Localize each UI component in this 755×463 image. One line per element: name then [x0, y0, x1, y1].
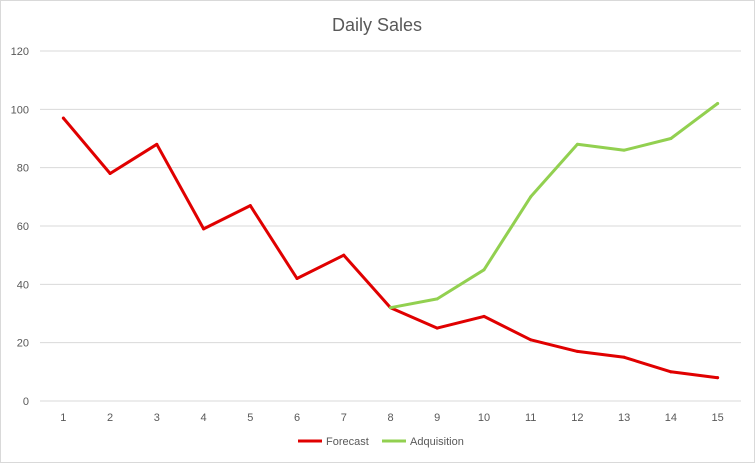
y-axis-tick-labels: 0 20 40 60 80 100 120: [11, 46, 29, 408]
x-tick-label: 12: [571, 412, 583, 424]
x-tick-label: 2: [107, 412, 113, 424]
data-point-forecast-7: [342, 253, 346, 257]
x-tick-label: 9: [434, 412, 440, 424]
series-lines: [61, 102, 720, 380]
data-point-adquisition-13: [622, 148, 626, 152]
x-tick-label: 8: [387, 412, 393, 424]
x-tick-label: 15: [712, 412, 724, 424]
x-tick-label: 3: [154, 412, 160, 424]
y-tick-label: 80: [17, 163, 29, 175]
data-point-adquisition-9: [435, 297, 439, 301]
data-point-adquisition-12: [575, 142, 579, 146]
data-point-forecast-13: [622, 355, 626, 359]
chart-title: Daily Sales: [332, 15, 422, 35]
series-line-forecast: [61, 116, 720, 380]
data-point-adquisition-8: [389, 306, 392, 310]
y-tick-label: 40: [17, 279, 29, 291]
data-point-forecast-1: [61, 116, 65, 120]
y-tick-label: 0: [23, 396, 29, 408]
x-tick-label: 1: [60, 412, 66, 424]
x-tick-label: 10: [478, 412, 490, 424]
data-point-adquisition-15: [716, 102, 720, 105]
legend-label-adquisition: Adquisition: [410, 436, 464, 448]
x-tick-label: 5: [247, 412, 253, 424]
x-tick-label: 13: [618, 412, 630, 424]
data-point-forecast-12: [575, 349, 579, 353]
data-point-forecast-10: [482, 314, 486, 318]
legend: Forecast Adquisition: [298, 436, 464, 448]
y-tick-label: 60: [17, 221, 29, 233]
data-point-forecast-9: [435, 326, 439, 330]
data-point-forecast-14: [669, 370, 673, 374]
data-point-forecast-6: [295, 277, 299, 280]
gridlines: [40, 50, 741, 402]
data-point-forecast-5: [248, 204, 252, 208]
y-tick-label: 100: [11, 104, 29, 116]
y-tick-label: 120: [11, 46, 29, 58]
x-tick-label: 11: [525, 412, 536, 424]
x-tick-label: 14: [665, 412, 677, 424]
data-point-forecast-3: [155, 142, 159, 146]
data-point-adquisition-14: [669, 137, 673, 140]
x-tick-label: 6: [294, 412, 300, 424]
data-point-forecast-2: [108, 172, 112, 175]
legend-label-forecast: Forecast: [326, 436, 369, 448]
data-point-forecast-4: [202, 227, 206, 231]
x-tick-label: 4: [201, 412, 207, 424]
y-tick-label: 20: [17, 338, 29, 350]
series-line-adquisition: [389, 102, 720, 310]
x-tick-label: 7: [341, 412, 347, 424]
x-axis-tick-labels: 1 2 3 4 5 6 7 8 9 10 11 12 13 14 15: [60, 412, 723, 424]
data-point-forecast-11: [529, 338, 533, 342]
data-point-adquisition-11: [529, 195, 533, 199]
data-point-adquisition-10: [482, 268, 486, 272]
data-point-forecast-15: [716, 376, 720, 380]
